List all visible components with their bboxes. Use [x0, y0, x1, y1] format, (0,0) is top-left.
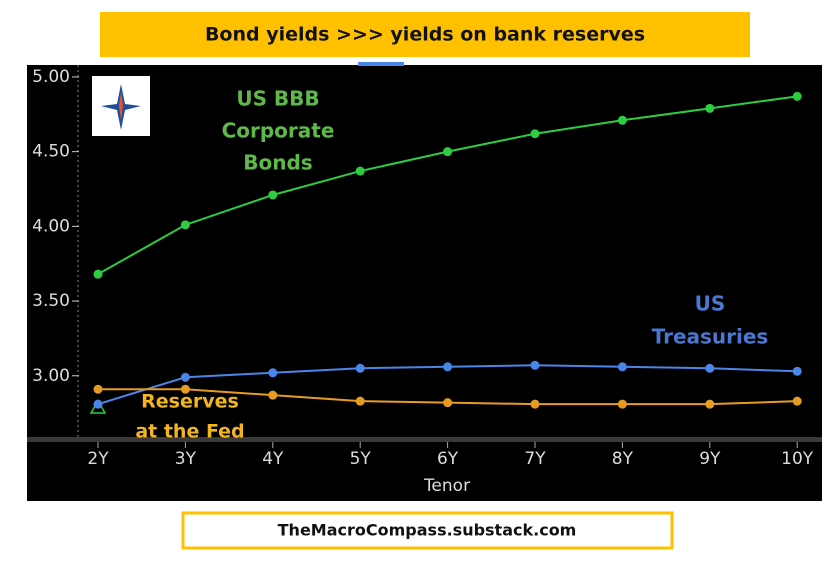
point — [530, 129, 540, 139]
title-box — [100, 12, 750, 57]
point — [617, 399, 627, 409]
label-res: at the Fed — [135, 421, 244, 443]
footer: TheMacroCompass.substack.com — [278, 521, 577, 540]
point — [705, 363, 715, 373]
annotations: US BBB Corporate Bonds US Treasuries Res… — [135, 87, 768, 443]
point — [93, 399, 103, 409]
title: Bond yields >>> yields on bank reserves — [205, 24, 645, 46]
x-tick-label: 10Y — [781, 449, 814, 469]
point — [180, 220, 190, 230]
point — [93, 269, 103, 279]
x-tick-label: 6Y — [437, 449, 459, 469]
point — [530, 399, 540, 409]
point — [355, 166, 365, 176]
x-tick-label: 2Y — [87, 449, 109, 469]
point — [617, 362, 627, 372]
point — [705, 103, 715, 113]
point — [792, 91, 802, 101]
x-tick-label: 8Y — [612, 449, 634, 469]
point — [355, 363, 365, 373]
point — [443, 398, 453, 408]
y-tick-label: 5.00 — [32, 67, 70, 87]
x-tick-label: 9Y — [699, 449, 721, 469]
x-tick-label: 7Y — [524, 449, 546, 469]
label-ust: US — [695, 292, 726, 316]
point — [180, 384, 190, 394]
tab-marker — [358, 62, 404, 66]
point — [93, 384, 103, 394]
point — [792, 396, 802, 406]
point — [792, 366, 802, 376]
point — [180, 372, 190, 382]
x-axis-title: Tenor — [423, 476, 470, 496]
x-tick-label: 4Y — [262, 449, 284, 469]
footer-box — [181, 511, 674, 550]
x-tick-label: 3Y — [175, 449, 197, 469]
point — [443, 362, 453, 372]
plot: 3.00 3.50 4.00 4.50 5.00 2Y 3Y 4Y 5Y 6Y 7Y 8Y 9Y 10Y — [32, 67, 814, 469]
label-bbb: US BBB — [236, 87, 319, 111]
y-tick-label: 3.50 — [32, 291, 70, 311]
x-axis-strip — [27, 437, 822, 442]
marker-triangle — [89, 399, 107, 414]
point — [443, 147, 453, 157]
chart-panel — [27, 65, 822, 501]
y-tick-label: 4.50 — [32, 142, 70, 162]
point — [355, 396, 365, 406]
label-ust: Treasuries — [652, 325, 769, 349]
point — [268, 368, 278, 378]
y-tick-label: 3.00 — [32, 366, 70, 386]
point — [268, 390, 278, 400]
point — [705, 399, 715, 409]
label-bbb: Bonds — [243, 151, 312, 175]
point — [617, 115, 627, 125]
label-bbb: Corporate — [222, 119, 335, 143]
x-tick-label: 5Y — [350, 449, 372, 469]
label-res: Reserves — [141, 391, 239, 413]
logo — [92, 76, 150, 136]
point — [530, 360, 540, 370]
y-tick-label: 4.00 — [32, 216, 70, 236]
point — [268, 190, 278, 200]
